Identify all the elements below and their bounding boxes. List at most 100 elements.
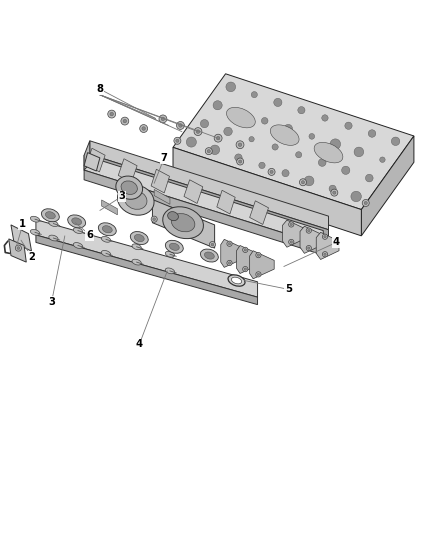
Circle shape <box>237 158 244 165</box>
Circle shape <box>244 249 247 251</box>
Ellipse shape <box>124 190 147 209</box>
Circle shape <box>318 159 326 166</box>
Ellipse shape <box>168 212 178 221</box>
Ellipse shape <box>68 215 85 228</box>
Circle shape <box>140 125 148 133</box>
Circle shape <box>227 241 232 246</box>
Ellipse shape <box>46 212 55 219</box>
Circle shape <box>161 117 165 120</box>
Polygon shape <box>36 235 258 304</box>
Ellipse shape <box>30 216 40 222</box>
Polygon shape <box>90 155 328 239</box>
Ellipse shape <box>117 184 154 215</box>
Polygon shape <box>84 141 90 170</box>
Polygon shape <box>86 148 105 172</box>
Ellipse shape <box>314 142 343 163</box>
Circle shape <box>261 117 268 124</box>
Circle shape <box>159 115 167 123</box>
Circle shape <box>322 115 328 121</box>
Circle shape <box>243 247 248 253</box>
Ellipse shape <box>49 221 58 227</box>
Circle shape <box>300 179 307 186</box>
Circle shape <box>362 199 369 206</box>
Circle shape <box>142 127 145 130</box>
Text: 3: 3 <box>48 296 55 306</box>
Text: 6: 6 <box>86 230 93 240</box>
Circle shape <box>108 110 116 118</box>
Circle shape <box>15 245 21 251</box>
Circle shape <box>257 254 260 256</box>
Circle shape <box>322 234 328 239</box>
Circle shape <box>235 154 242 161</box>
Circle shape <box>268 168 275 175</box>
Polygon shape <box>316 232 339 260</box>
Polygon shape <box>11 225 32 251</box>
Circle shape <box>228 262 231 264</box>
Circle shape <box>289 222 294 227</box>
Circle shape <box>238 143 242 147</box>
Circle shape <box>256 253 261 258</box>
Ellipse shape <box>231 277 242 284</box>
Ellipse shape <box>201 249 218 262</box>
Circle shape <box>324 253 326 255</box>
Ellipse shape <box>101 251 111 256</box>
Circle shape <box>228 243 231 245</box>
Polygon shape <box>84 155 323 246</box>
Circle shape <box>239 110 244 116</box>
Circle shape <box>257 273 260 276</box>
Polygon shape <box>283 220 305 247</box>
Ellipse shape <box>72 218 81 225</box>
Circle shape <box>290 223 293 225</box>
Text: 1: 1 <box>19 220 26 229</box>
Circle shape <box>368 130 376 138</box>
Circle shape <box>307 229 310 232</box>
Text: 8: 8 <box>96 84 103 94</box>
Circle shape <box>289 239 294 245</box>
Circle shape <box>256 272 261 277</box>
Circle shape <box>331 189 338 196</box>
Circle shape <box>301 181 304 184</box>
Circle shape <box>179 124 182 127</box>
Polygon shape <box>90 141 328 230</box>
Ellipse shape <box>226 107 255 128</box>
Circle shape <box>194 128 202 135</box>
Circle shape <box>282 169 289 177</box>
Circle shape <box>186 137 196 147</box>
Circle shape <box>200 119 208 128</box>
Circle shape <box>236 141 244 149</box>
Polygon shape <box>173 74 414 209</box>
Polygon shape <box>152 199 215 248</box>
Ellipse shape <box>73 243 83 248</box>
Polygon shape <box>300 226 323 253</box>
Polygon shape <box>9 239 26 262</box>
Circle shape <box>249 136 254 142</box>
Polygon shape <box>84 152 100 171</box>
Circle shape <box>243 266 248 272</box>
Ellipse shape <box>171 214 195 232</box>
Circle shape <box>342 166 350 174</box>
Ellipse shape <box>228 275 245 286</box>
Circle shape <box>151 216 157 222</box>
Text: 5: 5 <box>285 284 292 294</box>
Circle shape <box>290 241 293 243</box>
Circle shape <box>345 122 352 130</box>
Circle shape <box>121 117 129 125</box>
Ellipse shape <box>116 176 143 199</box>
Circle shape <box>196 130 200 133</box>
Circle shape <box>205 148 212 155</box>
Ellipse shape <box>165 252 175 257</box>
Polygon shape <box>250 251 274 279</box>
Circle shape <box>176 139 179 142</box>
Circle shape <box>110 112 113 116</box>
Polygon shape <box>361 136 414 236</box>
Text: 8: 8 <box>96 84 103 94</box>
Circle shape <box>270 171 273 173</box>
Circle shape <box>259 162 265 168</box>
Circle shape <box>177 122 184 130</box>
Ellipse shape <box>205 252 214 259</box>
Polygon shape <box>84 170 323 255</box>
Circle shape <box>272 144 278 150</box>
Circle shape <box>333 191 336 194</box>
Circle shape <box>207 150 210 153</box>
Circle shape <box>213 101 222 110</box>
